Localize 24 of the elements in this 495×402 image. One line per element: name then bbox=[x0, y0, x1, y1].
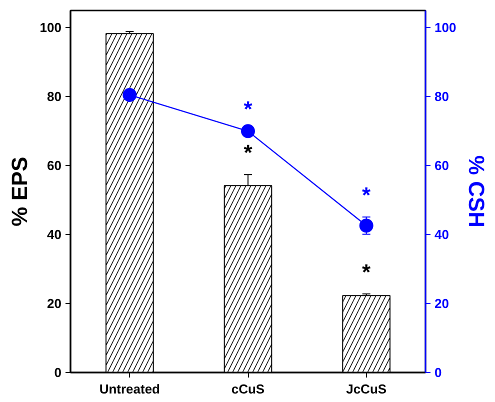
point bbox=[122, 88, 137, 102]
y-tick-label: 60 bbox=[47, 158, 62, 174]
y-tick-label: 40 bbox=[47, 227, 62, 242]
y2-tick-label: 40 bbox=[434, 227, 449, 242]
annotation: * bbox=[362, 182, 372, 208]
point bbox=[359, 218, 374, 233]
point bbox=[241, 124, 255, 138]
y-tick-label: 80 bbox=[47, 89, 62, 104]
x-tick-label: cCuS bbox=[231, 382, 265, 396]
y-tick-label: 100 bbox=[40, 20, 62, 36]
y-tick-label: 0 bbox=[54, 365, 62, 380]
x-tick-label: JcCuS bbox=[346, 382, 387, 396]
y-axis-title: % EPS bbox=[6, 156, 32, 226]
y2-tick-label: 20 bbox=[434, 296, 449, 312]
annotation: * bbox=[244, 96, 253, 122]
y2-tick-label: 100 bbox=[434, 20, 456, 36]
y2-axis-title: % CSH bbox=[464, 155, 490, 228]
x-tick-label: Untreated bbox=[99, 382, 160, 396]
y2-tick-label: 60 bbox=[434, 158, 449, 174]
y2-tick-label: 0 bbox=[434, 365, 442, 380]
y-tick-label: 20 bbox=[47, 296, 62, 312]
annotation: * bbox=[362, 259, 372, 284]
y2-tick-label: 80 bbox=[434, 89, 449, 104]
annotation: * bbox=[244, 140, 253, 166]
